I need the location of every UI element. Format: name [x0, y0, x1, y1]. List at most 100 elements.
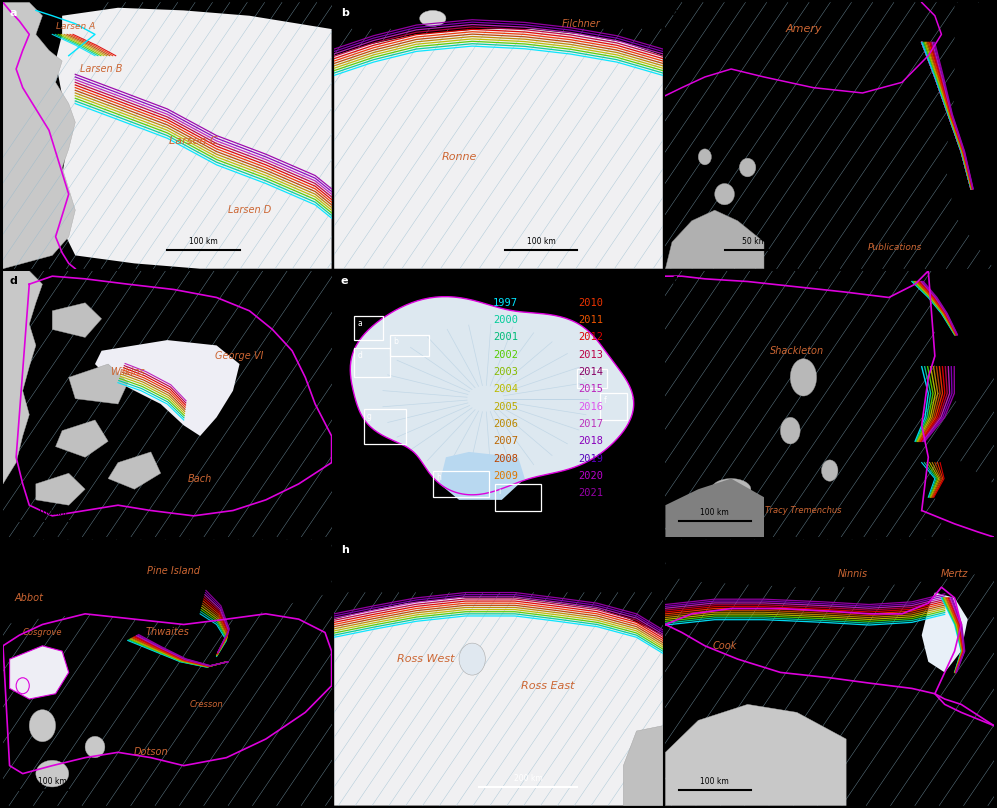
Text: Ross East: Ross East	[521, 681, 574, 691]
Text: Tracy Tremenchus: Tracy Tremenchus	[765, 506, 841, 515]
Text: 2006: 2006	[494, 419, 518, 429]
Polygon shape	[3, 271, 43, 484]
Polygon shape	[56, 420, 108, 457]
Text: b: b	[394, 338, 398, 347]
Text: 100 km: 100 km	[526, 238, 555, 246]
Text: 2000: 2000	[494, 315, 518, 325]
Text: Amery: Amery	[785, 24, 822, 34]
Text: 2011: 2011	[578, 315, 603, 325]
Text: Filchner: Filchner	[561, 19, 600, 29]
Text: Cosgrove: Cosgrove	[23, 628, 62, 637]
Text: 2001: 2001	[494, 332, 518, 343]
Text: d: d	[10, 276, 17, 286]
Ellipse shape	[791, 359, 817, 396]
Text: 2018: 2018	[578, 436, 603, 446]
Text: a: a	[357, 319, 362, 328]
Text: Wilkins: Wilkins	[111, 367, 146, 377]
Text: Thwaites: Thwaites	[146, 628, 189, 638]
Bar	[390, 335, 430, 356]
Text: h: h	[341, 545, 349, 554]
Polygon shape	[665, 539, 994, 587]
Polygon shape	[52, 303, 102, 338]
Text: 2007: 2007	[494, 436, 518, 446]
Text: 100 km: 100 km	[38, 508, 67, 517]
Bar	[577, 369, 607, 388]
Text: Mertz: Mertz	[941, 569, 968, 579]
Text: Larsen A: Larsen A	[56, 22, 95, 31]
Text: 2004: 2004	[494, 385, 518, 394]
Ellipse shape	[822, 460, 837, 482]
Text: 2013: 2013	[578, 350, 603, 360]
Text: 2014: 2014	[578, 367, 603, 377]
Bar	[433, 470, 489, 497]
Text: 2009: 2009	[494, 471, 518, 481]
Text: George VI: George VI	[215, 351, 264, 361]
Polygon shape	[108, 452, 161, 489]
Text: 100 km: 100 km	[189, 238, 217, 246]
Text: 2010: 2010	[578, 298, 603, 308]
Text: 2015: 2015	[578, 385, 603, 394]
Polygon shape	[945, 2, 994, 269]
Polygon shape	[935, 271, 994, 404]
Text: f: f	[603, 396, 606, 405]
Polygon shape	[623, 726, 663, 806]
Text: d: d	[357, 351, 362, 360]
Text: b: b	[341, 8, 349, 18]
Text: 2016: 2016	[578, 402, 603, 411]
Text: a: a	[10, 8, 17, 18]
Polygon shape	[334, 598, 663, 806]
Text: Bach: Bach	[188, 473, 212, 483]
Bar	[496, 484, 541, 511]
Text: Larsen D: Larsen D	[227, 205, 271, 215]
Polygon shape	[56, 8, 332, 269]
Text: g: g	[367, 412, 372, 421]
Text: f: f	[672, 276, 677, 286]
Text: Ninnis: Ninnis	[837, 569, 867, 579]
Ellipse shape	[29, 709, 56, 742]
Text: 200 km: 200 km	[513, 774, 542, 783]
Ellipse shape	[459, 643, 486, 675]
Polygon shape	[334, 29, 663, 269]
Text: Ronne: Ronne	[442, 152, 477, 162]
Text: h: h	[436, 473, 441, 482]
Bar	[354, 316, 384, 340]
Text: 1997: 1997	[494, 298, 518, 308]
Text: 2008: 2008	[494, 453, 518, 464]
Text: Ross West: Ross West	[398, 654, 455, 664]
Polygon shape	[921, 592, 968, 672]
Text: 2021: 2021	[578, 488, 603, 499]
Polygon shape	[36, 473, 85, 505]
Text: 100 km: 100 km	[700, 776, 729, 785]
Polygon shape	[3, 539, 332, 625]
Text: Larsen C: Larsen C	[169, 136, 218, 146]
Polygon shape	[95, 340, 239, 436]
Ellipse shape	[85, 736, 105, 758]
Text: 2012: 2012	[578, 332, 603, 343]
Polygon shape	[10, 646, 69, 699]
Bar	[354, 348, 390, 377]
Polygon shape	[69, 364, 128, 404]
Ellipse shape	[781, 417, 801, 444]
Ellipse shape	[16, 678, 29, 694]
Ellipse shape	[698, 149, 712, 165]
Text: c: c	[580, 372, 585, 381]
Text: Larsen B: Larsen B	[81, 64, 123, 74]
Polygon shape	[935, 457, 994, 537]
Ellipse shape	[420, 11, 446, 27]
Text: Cook: Cook	[713, 641, 737, 650]
Polygon shape	[665, 210, 764, 269]
Text: Shackleton: Shackleton	[770, 346, 824, 356]
Text: 100 km: 100 km	[700, 508, 729, 517]
Ellipse shape	[13, 652, 46, 692]
Text: 2019: 2019	[578, 453, 603, 464]
Polygon shape	[350, 297, 634, 494]
Ellipse shape	[740, 158, 756, 177]
Text: Dotson: Dotson	[134, 747, 168, 757]
Text: 2020: 2020	[578, 471, 603, 481]
Text: g: g	[10, 545, 17, 554]
Polygon shape	[440, 452, 524, 500]
Text: Cresson: Cresson	[189, 700, 223, 709]
Polygon shape	[665, 705, 846, 806]
Text: 2002: 2002	[494, 350, 518, 360]
Text: Pine Island: Pine Island	[148, 566, 200, 576]
